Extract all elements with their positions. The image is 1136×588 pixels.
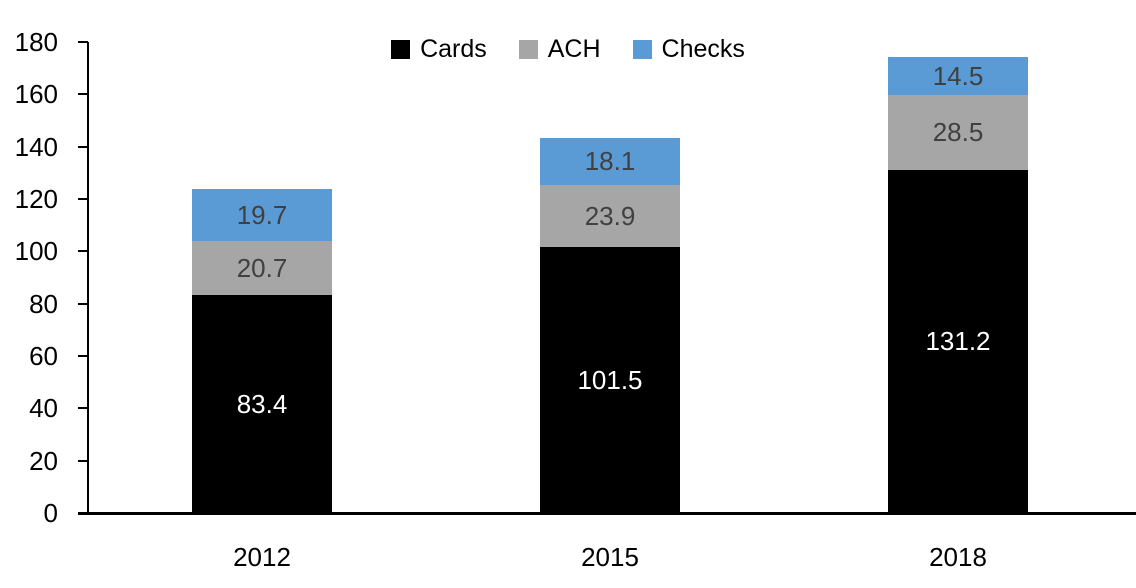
bar-segment-checks-2015: 18.1 — [540, 137, 680, 185]
y-axis-line — [87, 42, 89, 513]
bar-value-label-checks-2015: 18.1 — [584, 146, 636, 177]
y-axis-tick-label: 20 — [29, 445, 58, 476]
y-axis-tick-label: 0 — [43, 498, 58, 528]
x-axis-category-label-2018: 2018 — [929, 542, 987, 572]
legend-item-ach: ACH — [518, 35, 601, 63]
y-axis-tick-mark — [78, 459, 88, 462]
y-axis-tick-label: 80 — [29, 288, 58, 319]
legend-label-cards: Cards — [420, 35, 487, 63]
legend-item-checks: Checks — [632, 35, 745, 63]
x-axis-category-label-2012: 2012 — [233, 542, 291, 572]
chart-legend: Cards ACH Checks — [0, 37, 1136, 62]
y-axis-tick-label: 120 — [14, 184, 58, 214]
bar-segment-ach-2015: 23.9 — [540, 184, 680, 248]
y-axis-tick-label: 180 — [14, 27, 58, 57]
legend-label-ach: ACH — [547, 35, 601, 63]
bar-value-label-checks-2018: 14.5 — [932, 61, 984, 92]
bar-value-label-cards-2015: 101.5 — [577, 365, 643, 396]
bar-segment-cards-2018: 131.2 — [888, 169, 1028, 513]
y-axis-tick-mark — [78, 145, 88, 148]
y-axis-tick-mark — [78, 355, 88, 357]
y-axis-tick-label: 100 — [14, 236, 58, 267]
y-axis-tick-label: 160 — [14, 79, 58, 110]
bar-value-label-ach-2015: 23.9 — [584, 201, 636, 232]
bar-segment-ach-2018: 28.5 — [888, 95, 1028, 170]
y-axis-tick-mark — [78, 407, 88, 410]
x-axis-category-label-2015: 2015 — [581, 542, 639, 572]
bar-segment-checks-2012: 19.7 — [192, 189, 332, 241]
legend-swatch-ach — [518, 40, 538, 59]
bar-value-label-checks-2012: 19.7 — [236, 199, 288, 230]
bar-value-label-ach-2012: 20.7 — [236, 252, 288, 283]
y-axis-tick-label: 40 — [29, 393, 58, 424]
bar-value-label-ach-2018: 28.5 — [932, 117, 984, 148]
y-axis-tick-mark — [78, 512, 88, 514]
bar-segment-ach-2012: 20.7 — [192, 240, 332, 295]
legend-label-checks: Checks — [661, 35, 745, 63]
bar-segment-cards-2015: 101.5 — [540, 247, 680, 513]
legend-swatch-checks — [632, 40, 652, 59]
legend-swatch-cards — [391, 40, 411, 59]
legend-item-cards: Cards — [391, 37, 487, 62]
y-axis-tick-mark — [78, 302, 88, 305]
y-axis-tick-label: 140 — [14, 131, 58, 162]
y-axis-tick-label: 60 — [29, 341, 58, 371]
bar-value-label-cards-2018: 131.2 — [925, 326, 991, 357]
y-axis-tick-mark — [78, 41, 88, 43]
bar-segment-checks-2018: 14.5 — [888, 57, 1028, 96]
x-axis-line — [78, 512, 1136, 515]
bar-segment-cards-2012: 83.4 — [192, 294, 332, 513]
y-axis-tick-mark — [78, 198, 88, 200]
y-axis-tick-mark — [78, 250, 88, 253]
bar-value-label-cards-2012: 83.4 — [236, 388, 288, 419]
y-axis-tick-mark — [78, 93, 88, 96]
